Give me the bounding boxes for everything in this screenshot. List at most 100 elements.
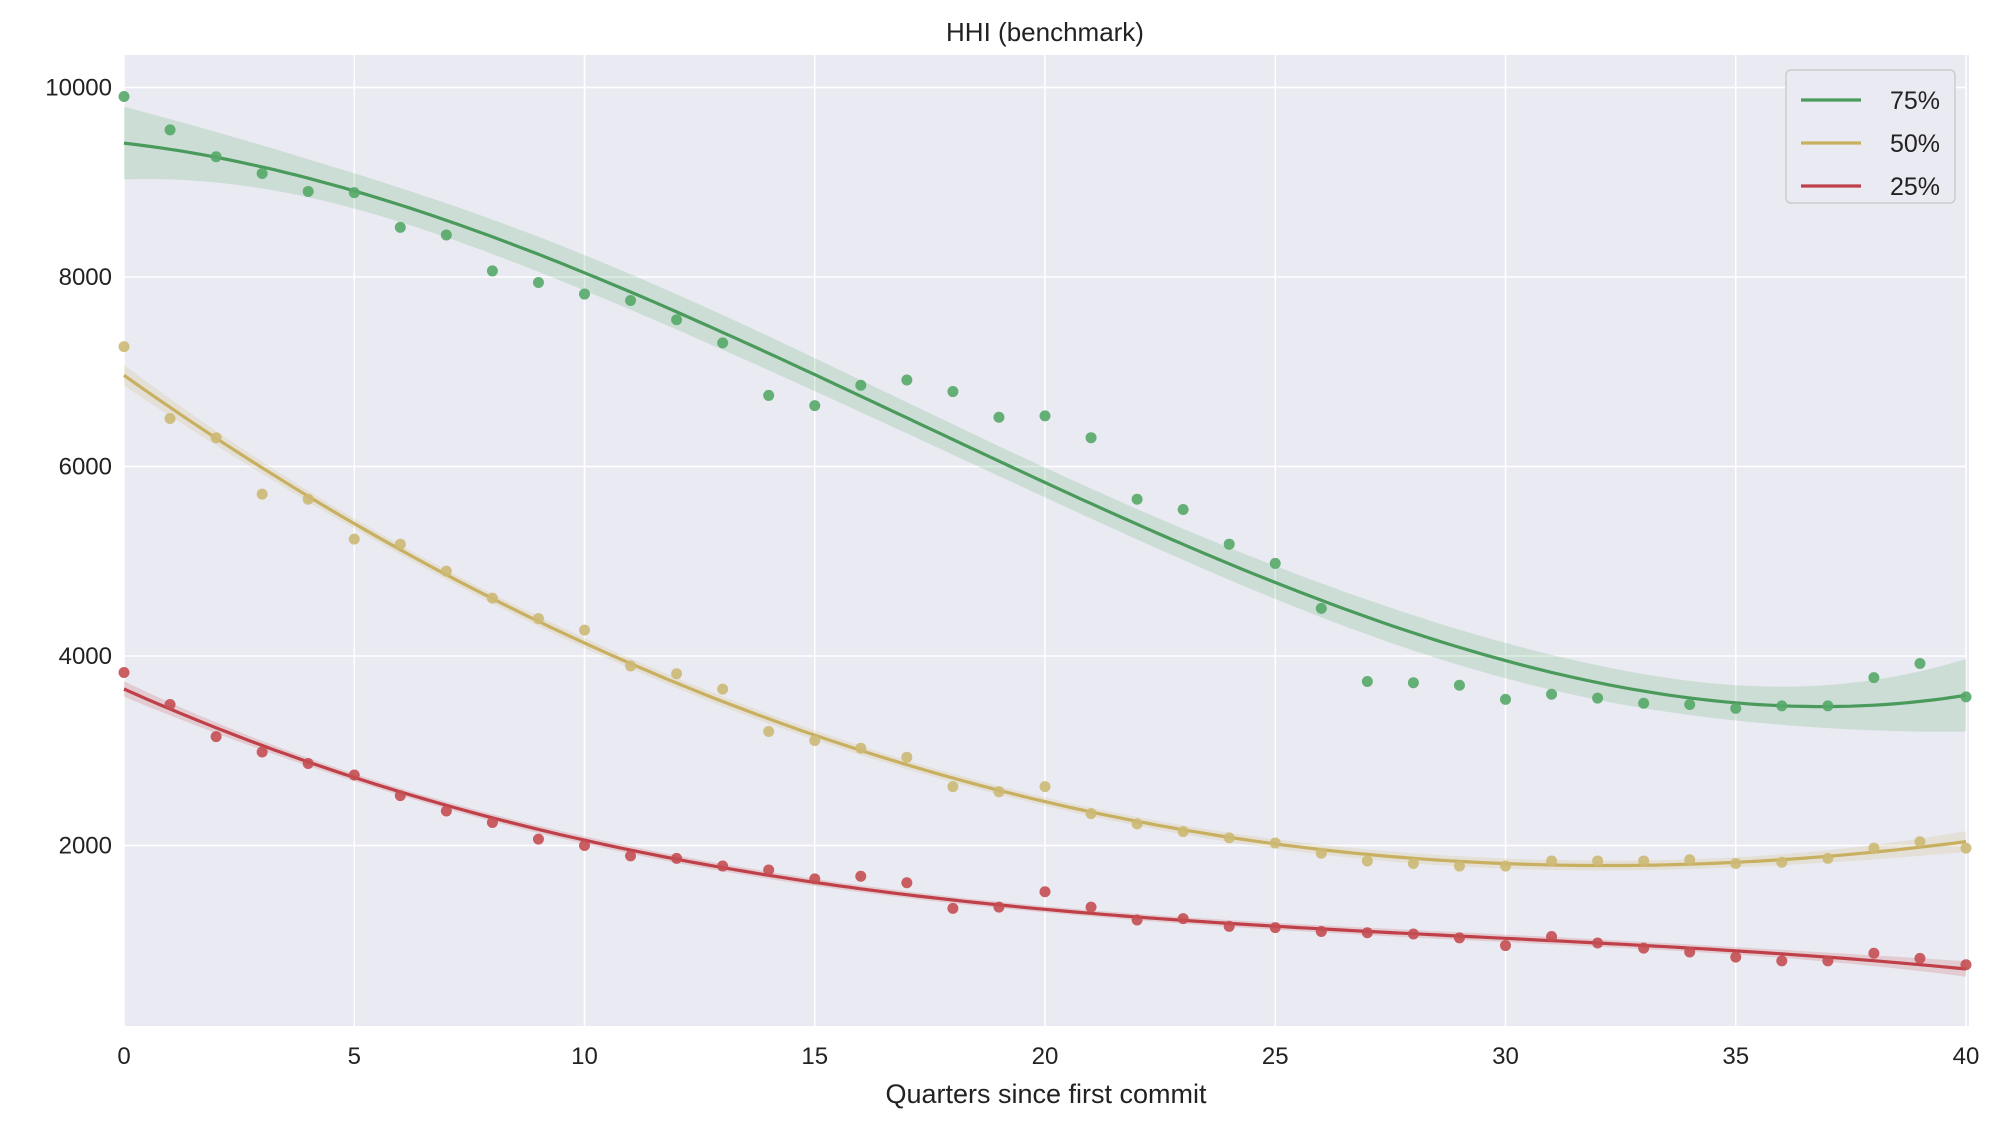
data-point <box>993 411 1005 423</box>
x-tick-label: 35 <box>1722 1043 1749 1070</box>
data-point <box>579 624 590 636</box>
data-point <box>1361 675 1373 687</box>
data-point <box>1269 837 1281 849</box>
data-point <box>1776 856 1788 868</box>
data-point <box>809 735 821 747</box>
data-point <box>1868 672 1880 684</box>
data-point <box>210 731 222 743</box>
data-point <box>855 870 867 882</box>
data-point <box>394 790 406 802</box>
data-point <box>993 901 1005 913</box>
data-point <box>855 742 867 754</box>
data-point <box>671 668 683 680</box>
data-point <box>1039 781 1051 793</box>
data-point <box>625 850 637 862</box>
data-point <box>394 538 406 550</box>
data-point <box>486 265 498 277</box>
x-tick-label: 15 <box>801 1043 828 1070</box>
data-point <box>763 726 775 738</box>
data-point <box>1177 504 1189 516</box>
data-point <box>1684 854 1696 866</box>
data-point <box>1131 818 1143 830</box>
data-point <box>1315 847 1327 859</box>
data-point <box>1269 557 1281 569</box>
fit-lines <box>123 141 1967 971</box>
data-point <box>1960 691 1972 703</box>
x-tick-label: 20 <box>1032 1043 1059 1070</box>
legend: 75% 50% 25% <box>1785 69 1956 204</box>
data-point <box>1822 852 1834 864</box>
data-point <box>1868 842 1880 854</box>
data-point <box>394 221 406 233</box>
data-point <box>1223 832 1235 844</box>
fit-line-75pct <box>123 141 1967 709</box>
data-point <box>1730 951 1742 963</box>
data-point <box>1638 697 1650 709</box>
data-point <box>118 666 130 678</box>
data-point <box>532 833 544 845</box>
data-point <box>717 337 729 349</box>
data-point <box>1177 913 1189 925</box>
data-point <box>1960 842 1972 854</box>
data-point <box>118 91 130 103</box>
chart-title: HHI (benchmark) <box>946 17 1144 47</box>
scatter-points <box>118 91 1972 971</box>
data-point <box>1914 836 1926 848</box>
data-point <box>1453 932 1465 944</box>
data-point <box>901 877 913 889</box>
data-point <box>1638 855 1650 867</box>
data-point <box>164 699 176 711</box>
data-point <box>1131 914 1143 926</box>
data-point <box>532 613 544 625</box>
confidence-bands <box>124 106 1966 977</box>
data-point <box>1868 947 1880 959</box>
x-axis-label: Quarters since first commit <box>885 1079 1207 1109</box>
data-point <box>210 151 222 163</box>
data-point <box>532 276 544 288</box>
data-point <box>1822 700 1834 712</box>
tick-labels: 0 5 10 15 20 25 30 35 40 2000 4000 6000 8000 10000 <box>45 74 1979 1070</box>
data-point <box>625 660 637 672</box>
data-point <box>1131 493 1143 505</box>
x-tick-label: 10 <box>571 1043 598 1070</box>
data-point <box>579 288 590 300</box>
data-point <box>1223 920 1235 932</box>
data-point <box>901 751 913 763</box>
data-point <box>348 187 360 199</box>
data-point <box>1592 937 1604 949</box>
data-point <box>1085 432 1097 444</box>
data-point <box>1730 858 1742 870</box>
data-point <box>1960 959 1972 971</box>
data-point <box>1776 955 1788 967</box>
data-point <box>671 314 683 326</box>
data-point <box>1500 860 1511 872</box>
data-point <box>1453 679 1465 691</box>
data-point <box>440 229 452 241</box>
data-point <box>1546 931 1558 943</box>
data-point <box>164 124 176 136</box>
fit-line-25pct <box>123 687 1967 971</box>
data-point <box>947 386 959 398</box>
data-point <box>1546 688 1558 700</box>
data-point <box>1638 942 1650 954</box>
x-tick-label: 25 <box>1262 1043 1289 1070</box>
data-point <box>1223 538 1235 550</box>
data-point <box>118 341 130 353</box>
y-tick-label: 8000 <box>59 264 112 291</box>
data-point <box>1361 855 1373 867</box>
legend-label: 75% <box>1890 87 1940 115</box>
confidence-band-75pct <box>124 106 1966 732</box>
y-tick-label: 10000 <box>45 74 112 101</box>
data-point <box>717 683 729 695</box>
legend-label: 50% <box>1890 130 1940 158</box>
data-point <box>1453 860 1465 872</box>
data-point <box>1546 855 1558 867</box>
data-point <box>302 185 314 197</box>
data-point <box>1592 692 1604 704</box>
data-point <box>1914 952 1926 964</box>
data-point <box>947 902 959 914</box>
data-point <box>1085 901 1097 913</box>
data-point <box>440 805 452 817</box>
data-point <box>1039 886 1051 898</box>
